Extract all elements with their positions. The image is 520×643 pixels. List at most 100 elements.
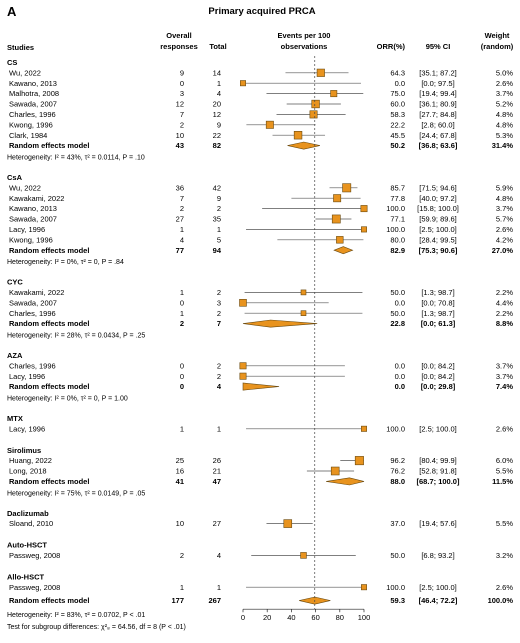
study-marker <box>360 205 368 213</box>
subgroup-heterogeneity: Heterogeneity: I² = 0%, τ² = 0, P = .84 <box>7 259 124 266</box>
study-total: 42 <box>213 183 221 192</box>
study-ci: [2.5; 100.0] <box>419 424 457 433</box>
study-events: 0 <box>180 372 184 381</box>
study-weight: 2.2% <box>496 309 513 318</box>
study-events: 1 <box>180 225 184 234</box>
study-orr: 22.2 <box>390 120 405 129</box>
study-marker <box>300 310 307 316</box>
study-orr: 50.0 <box>390 288 405 297</box>
subgroup-name: AZA <box>7 351 23 360</box>
study-marker <box>309 110 318 119</box>
subgroup-pooled-orr: 82.9 <box>390 246 405 255</box>
study-name: Long, 2018 <box>9 467 47 476</box>
study-ci: [2.5; 100.0] <box>419 583 457 592</box>
study-ci: [28.4; 99.5] <box>419 235 457 244</box>
subgroup-difference-test: Test for subgroup differences: χ²₈ = 64.… <box>7 624 186 631</box>
study-ci: [0.0; 97.5] <box>421 79 454 88</box>
study-name: Kawakami, 2022 <box>9 194 64 203</box>
subgroup-name: CYC <box>7 278 23 287</box>
header-weight-line1: Weight <box>485 31 510 40</box>
study-total: 9 <box>217 194 221 203</box>
subgroup-pooled-ci: [75.3; 90.6] <box>419 246 458 255</box>
study-marker <box>333 194 342 203</box>
study-total: 9 <box>217 120 221 129</box>
study-orr: 77.8 <box>390 194 405 203</box>
study-orr: 96.2 <box>390 456 405 465</box>
subgroup-pooled-total: 7 <box>217 319 221 328</box>
subgroup-pooled-events: 77 <box>176 246 184 255</box>
study-name: Malhotra, 2008 <box>9 89 59 98</box>
study-total: 20 <box>213 100 221 109</box>
study-orr: 100.0 <box>386 204 405 213</box>
subgroup-pooled-ci: [36.8; 63.6] <box>419 141 458 150</box>
study-weight: 3.7% <box>496 204 513 213</box>
study-events: 9 <box>180 68 184 77</box>
study-orr: 100.0 <box>386 424 405 433</box>
study-name: Sawada, 2007 <box>9 298 57 307</box>
study-ci: [24.4; 67.8] <box>419 131 457 140</box>
study-ci: [0.0; 70.8] <box>421 298 454 307</box>
study-ci: [6.8; 93.2] <box>421 551 454 560</box>
chart-title: Primary acquired PRCA <box>208 6 315 17</box>
study-ci: [40.0; 97.2] <box>419 194 457 203</box>
study-weight: 2.6% <box>496 583 513 592</box>
subgroup-pooled-diamond <box>287 141 321 150</box>
study-total: 5 <box>217 235 221 244</box>
study-weight: 5.0% <box>496 68 513 77</box>
study-total: 1 <box>217 225 221 234</box>
subgroup-pooled-orr: 0.0 <box>395 382 405 391</box>
subgroup-pooled-label: Random effects model <box>9 246 89 255</box>
header-overall-line1: Overall <box>166 31 191 40</box>
study-name: Charles, 1996 <box>9 110 56 119</box>
study-weight: 4.8% <box>496 110 513 119</box>
study-events: 3 <box>180 89 184 98</box>
study-weight: 4.8% <box>496 120 513 129</box>
subgroup-pooled-events: 41 <box>176 477 184 486</box>
study-events: 10 <box>176 519 184 528</box>
subgroup-pooled-label: Random effects model <box>9 477 89 486</box>
subgroup-pooled-weight: 8.8% <box>496 319 513 328</box>
study-name: Kawano, 2013 <box>9 204 57 213</box>
subgroup-pooled-total: 82 <box>213 141 221 150</box>
study-events: 27 <box>176 215 184 224</box>
study-marker <box>354 456 364 466</box>
study-total: 2 <box>217 309 221 318</box>
study-total: 4 <box>217 551 221 560</box>
study-name: Kawano, 2013 <box>9 79 57 88</box>
subgroup-pooled-events: 2 <box>180 319 184 328</box>
study-orr: 85.7 <box>390 183 405 192</box>
subgroup-name: Auto-HSCT <box>7 541 47 550</box>
study-weight: 4.2% <box>496 235 513 244</box>
study-ci: [19.4; 57.6] <box>419 519 457 528</box>
study-name: Kawakami, 2022 <box>9 288 64 297</box>
study-name: Lacy, 1996 <box>9 424 45 433</box>
subgroup-pooled-ci: [0.0; 61.3] <box>421 319 456 328</box>
study-weight: 5.5% <box>496 467 513 476</box>
header-studies: Studies <box>7 43 34 52</box>
x-axis-tick-label: 60 <box>311 613 319 622</box>
study-events: 12 <box>176 100 184 109</box>
study-events: 1 <box>180 424 184 433</box>
study-orr: 58.3 <box>390 110 405 119</box>
study-events: 0 <box>180 298 184 307</box>
study-events: 1 <box>180 309 184 318</box>
x-axis-tick-label: 0 <box>241 613 245 622</box>
overall-pooled-total: 267 <box>208 596 221 605</box>
study-weight: 5.9% <box>496 183 513 192</box>
study-marker <box>239 299 247 307</box>
study-ci: [15.8; 100.0] <box>417 204 459 213</box>
study-ci: [19.4; 99.4] <box>419 89 457 98</box>
subgroup-pooled-orr: 88.0 <box>390 477 405 486</box>
study-ci: [2.8; 60.0] <box>421 120 454 129</box>
study-events: 36 <box>176 183 184 192</box>
subgroup-heterogeneity: Heterogeneity: I² = 75%, τ² = 0.0149, P … <box>7 490 145 497</box>
study-ci: [1.3; 98.7] <box>421 309 454 318</box>
study-events: 10 <box>176 131 184 140</box>
study-orr: 77.1 <box>390 215 405 224</box>
subgroup-name: MTX <box>7 414 23 423</box>
study-ci: [0.0; 84.2] <box>421 372 454 381</box>
subgroup-heterogeneity: Heterogeneity: I² = 28%, τ² = 0.0434, P … <box>7 333 145 340</box>
study-total: 1 <box>217 424 221 433</box>
